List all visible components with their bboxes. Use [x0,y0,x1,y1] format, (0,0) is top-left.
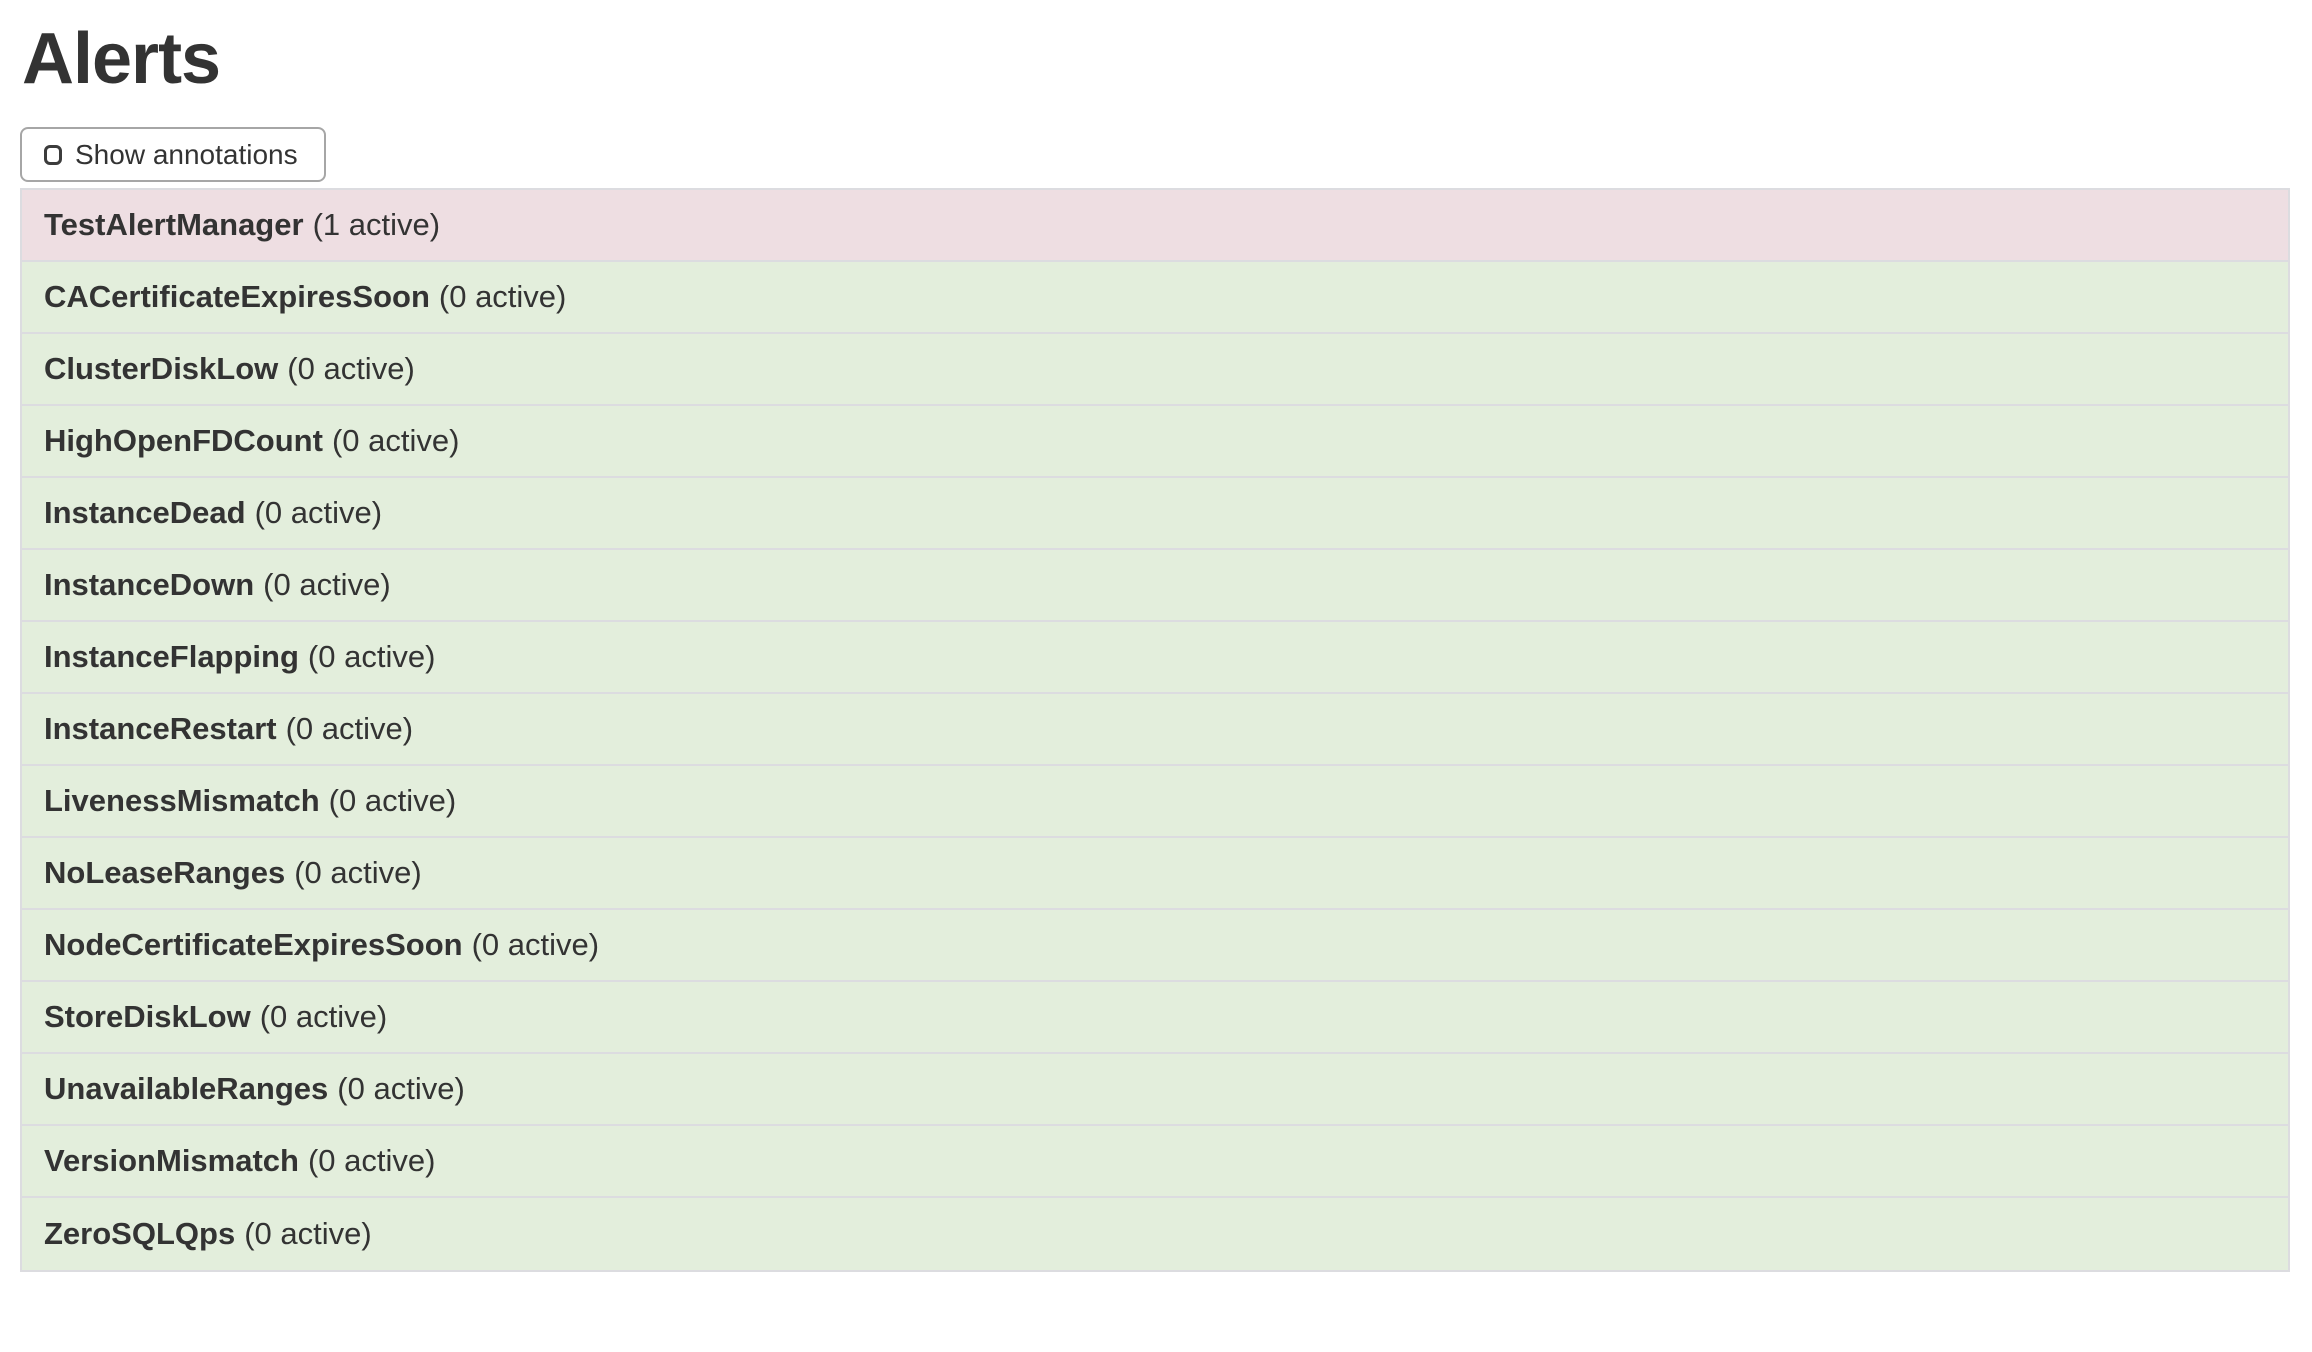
alert-active-count: (0 active) [471,927,600,963]
alert-name: InstanceRestart [44,711,277,747]
alert-row[interactable]: InstanceRestart (0 active) [22,694,2288,767]
alert-row[interactable]: VersionMismatch (0 active) [22,1126,2288,1199]
alert-active-count: (0 active) [259,999,388,1035]
alert-active-count: (0 active) [331,423,460,459]
alerts-table: TestAlertManager (1 active) CACertificat… [20,188,2290,1273]
alert-row[interactable]: ClusterDiskLow (0 active) [22,334,2288,407]
alert-row[interactable]: HighOpenFDCount (0 active) [22,406,2288,479]
alert-name: HighOpenFDCount [44,423,323,459]
alert-name: InstanceFlapping [44,639,299,675]
alert-row[interactable]: UnavailableRanges (0 active) [22,1054,2288,1127]
show-annotations-label: Show annotations [75,138,298,170]
alert-name: ClusterDiskLow [44,351,279,387]
show-annotations-checkbox[interactable] [44,144,62,165]
alert-active-count: (0 active) [307,1143,436,1179]
alert-active-count: (0 active) [263,567,391,603]
alert-name: ZeroSQLQps [44,1216,236,1252]
alerts-page: Alerts Show annotations TestAlertManager… [0,19,2312,1273]
alert-row[interactable]: LivenessMismatch (0 active) [22,766,2288,839]
alert-active-count: (0 active) [294,855,422,891]
alert-name: TestAlertManager [44,207,304,243]
alert-name: CACertificateExpiresSoon [44,279,430,315]
alert-name: LivenessMismatch [44,783,320,819]
alert-row[interactable]: InstanceFlapping (0 active) [22,622,2288,695]
alert-row[interactable]: NodeCertificateExpiresSoon (0 active) [22,910,2288,983]
alert-active-count: (1 active) [312,207,441,243]
alert-active-count: (0 active) [254,495,383,531]
page-title: Alerts [22,19,221,99]
alert-row[interactable]: CACertificateExpiresSoon (0 active) [22,262,2288,335]
alert-active-count: (0 active) [337,1071,465,1107]
alert-row[interactable]: TestAlertManager (1 active) [22,190,2288,263]
alert-name: InstanceDead [44,495,246,531]
alert-name: InstanceDown [44,567,255,603]
alert-active-count: (0 active) [438,279,567,315]
alert-name: NodeCertificateExpiresSoon [44,927,463,963]
alert-name: UnavailableRanges [44,1071,329,1107]
alert-active-count: (0 active) [307,639,436,675]
alert-name: NoLeaseRanges [44,855,286,891]
show-annotations-button[interactable]: Show annotations [20,127,326,183]
alert-row[interactable]: StoreDiskLow (0 active) [22,982,2288,1055]
alert-active-count: (0 active) [287,351,415,387]
alert-active-count: (0 active) [285,711,414,747]
alert-name: StoreDiskLow [44,999,251,1035]
alert-active-count: (0 active) [244,1216,372,1252]
alert-name: VersionMismatch [44,1143,299,1179]
alert-active-count: (0 active) [328,783,457,819]
alert-row[interactable]: ZeroSQLQps (0 active) [22,1198,2288,1271]
alert-row[interactable]: NoLeaseRanges (0 active) [22,838,2288,911]
alert-row[interactable]: InstanceDead (0 active) [22,478,2288,551]
alert-row[interactable]: InstanceDown (0 active) [22,550,2288,623]
